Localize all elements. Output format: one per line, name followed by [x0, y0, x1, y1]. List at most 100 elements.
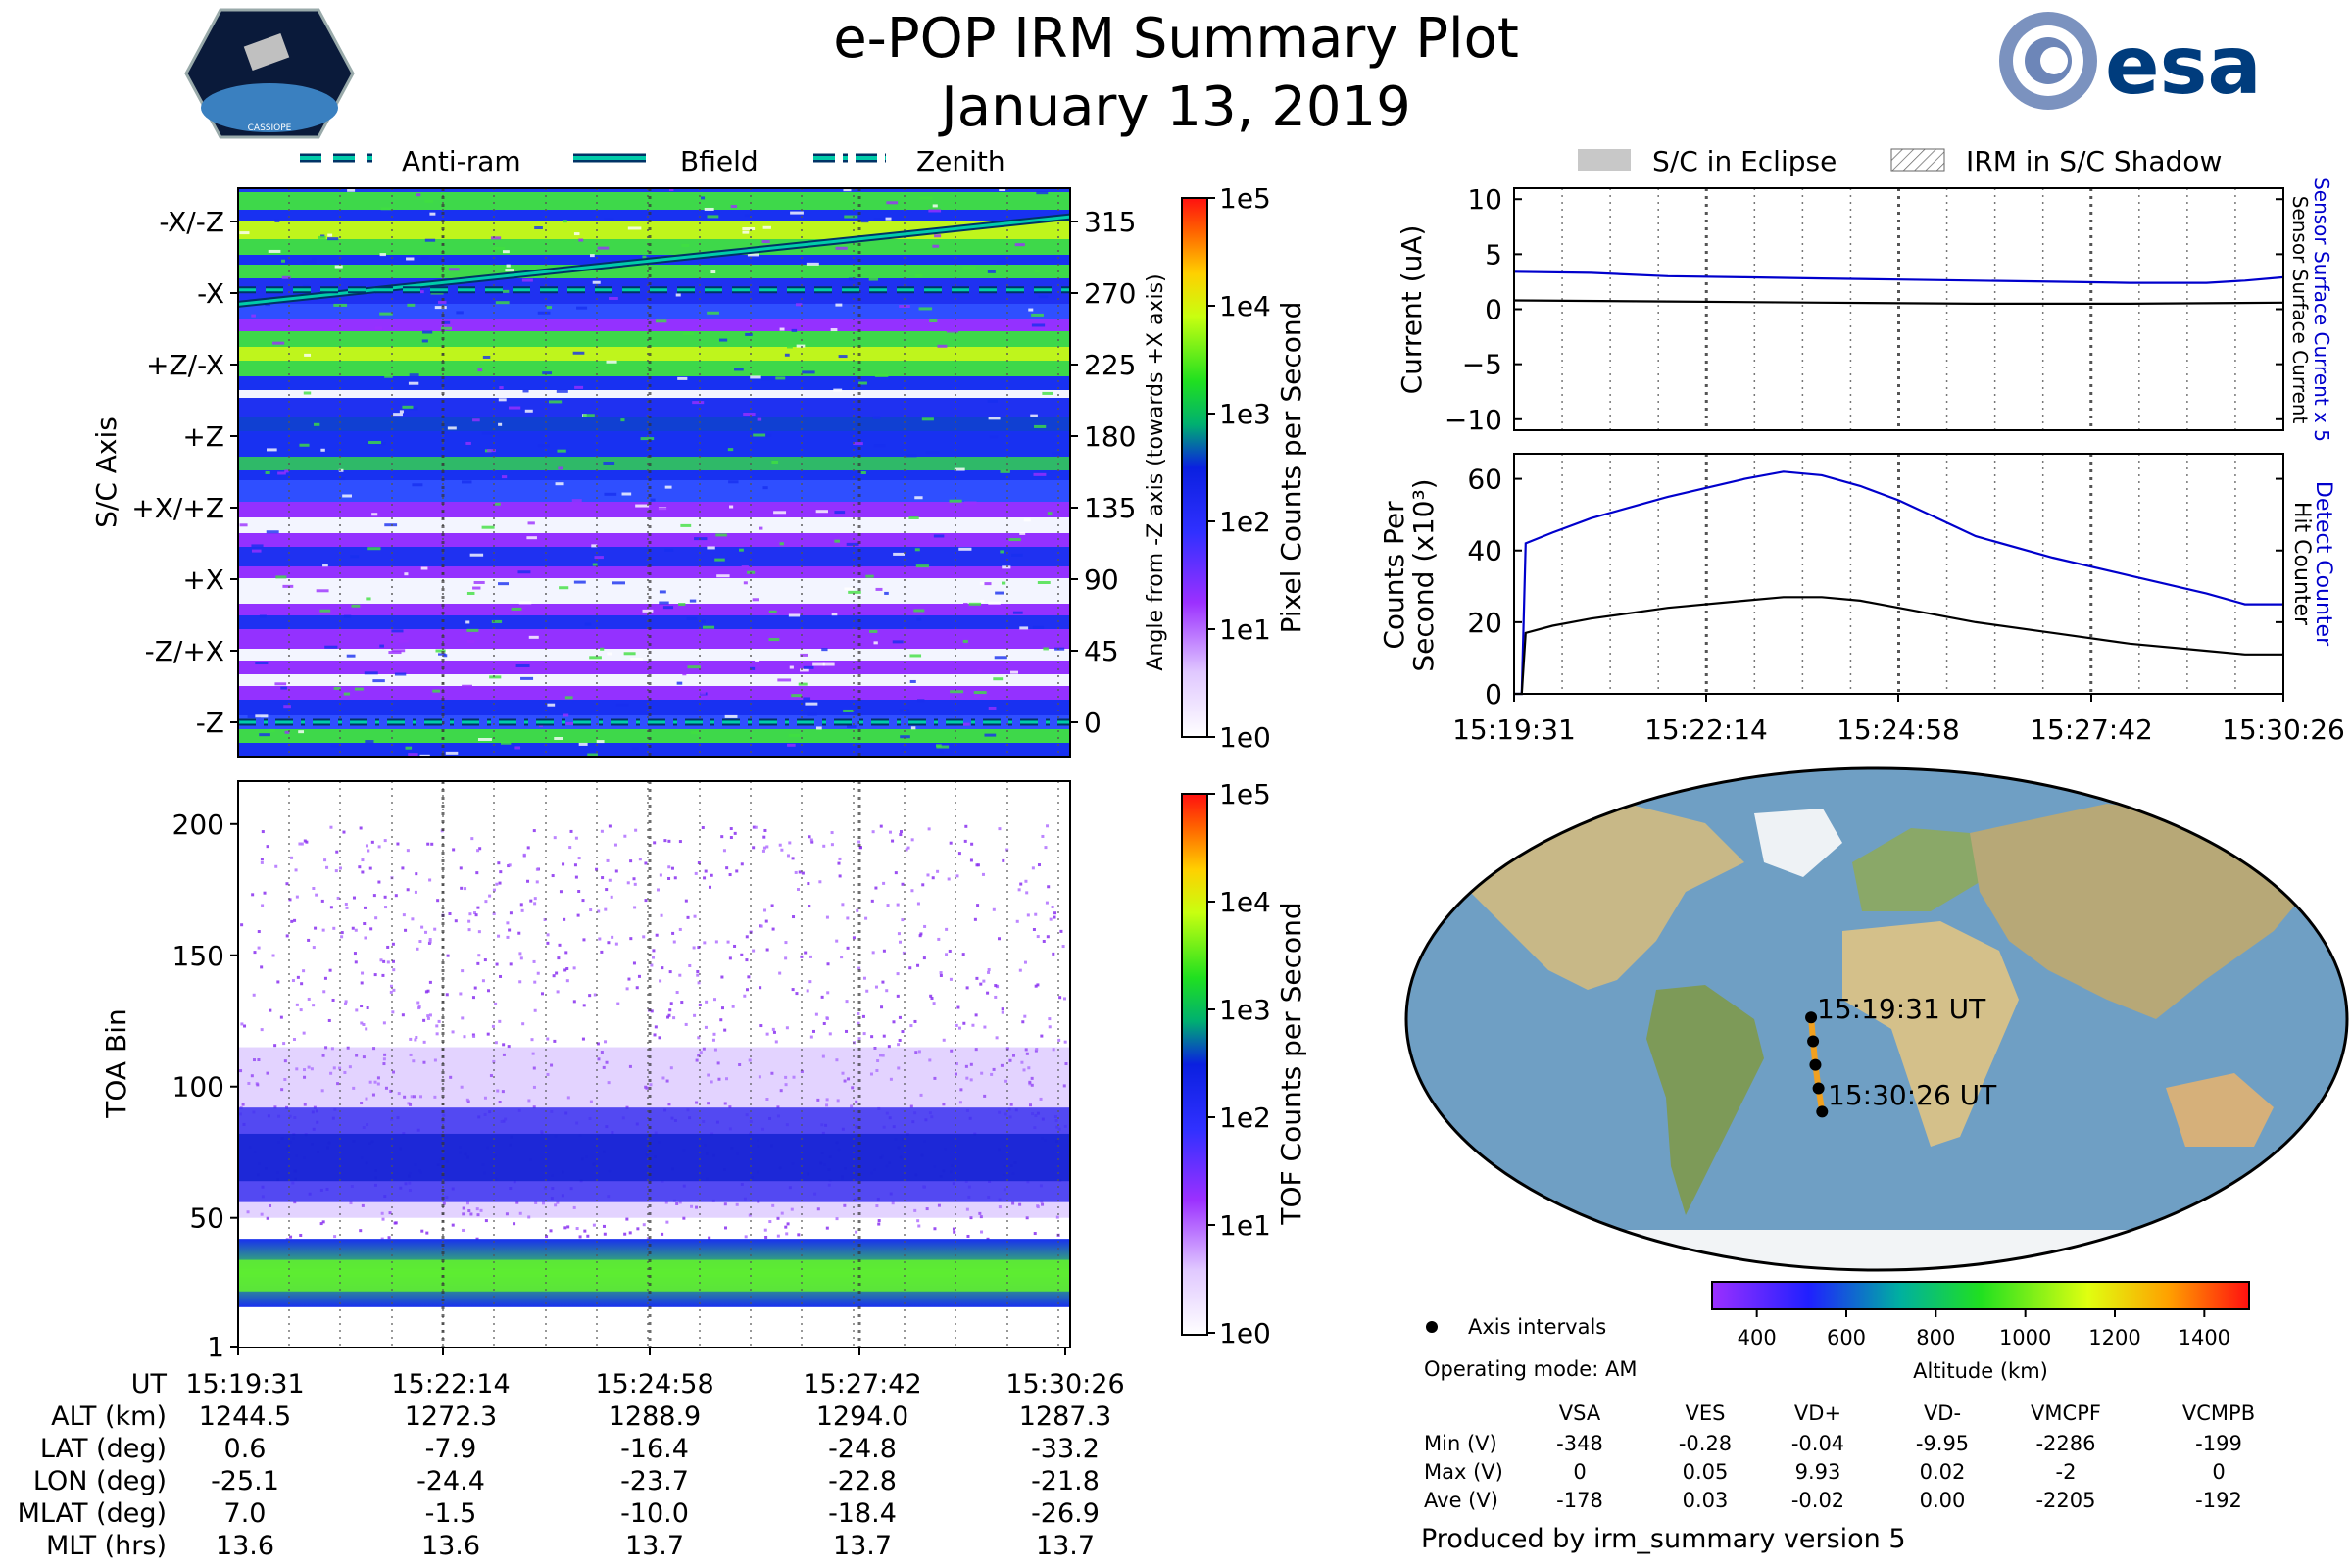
- toa-y-tick: 150: [172, 940, 224, 972]
- pixel-band: [238, 674, 1070, 686]
- toa-ylabel: TOA Bin: [100, 1008, 132, 1118]
- ephemeris-cell: 15:27:42: [803, 1369, 921, 1399]
- ephemeris-row-label: MLAT (deg): [18, 1498, 167, 1529]
- y-tick-label: 0: [1485, 294, 1502, 326]
- ephemeris-cell: 15:24:58: [595, 1369, 713, 1399]
- voltage-row-label: Ave (V): [1424, 1489, 1498, 1512]
- y-tick-label: −10: [1445, 404, 1502, 436]
- voltage-cell: 0.03: [1683, 1489, 1729, 1512]
- voltage-col-header: VD-: [1924, 1401, 1961, 1425]
- voltage-cell: 0: [1573, 1460, 1586, 1484]
- pixel-angle-tick: 90: [1084, 564, 1119, 596]
- pixel-band: [238, 319, 1070, 331]
- footer-text: Produced by irm_summary version 5: [1421, 1524, 1906, 1554]
- pixel-ylabel: S/C Axis: [90, 416, 122, 528]
- ephemeris-cell: 1287.3: [1019, 1401, 1111, 1432]
- pixel-band: [238, 398, 1070, 417]
- voltage-col-header: VD+: [1794, 1401, 1841, 1425]
- counts-right-label-black: Hit Counter: [2289, 502, 2314, 626]
- pixel-band: [238, 470, 1070, 480]
- voltage-cell: -178: [1556, 1489, 1603, 1512]
- toa-y-tick: 50: [189, 1202, 224, 1235]
- pixel-axis-label: +X/+Z: [131, 492, 224, 524]
- time-tick-label: 15:19:31: [1452, 713, 1576, 746]
- voltage-row-label: Min (V): [1424, 1432, 1497, 1455]
- toa-y-tick: 1: [207, 1331, 224, 1363]
- pixel-axis-label: -X/-Z: [159, 206, 224, 238]
- toa-colorbar-tick: 1e5: [1219, 778, 1271, 810]
- pixel-band: [238, 533, 1070, 547]
- cassiope-logo-text: CASSIOPE: [248, 123, 292, 133]
- page-title: e-POP IRM Summary Plot: [833, 7, 1519, 71]
- eclipse-swatch: [1578, 149, 1631, 171]
- altitude-tick: 600: [1827, 1326, 1866, 1349]
- ephemeris-cell: -22.8: [828, 1466, 897, 1496]
- pixel-band: [238, 547, 1070, 566]
- pixel-plot-frame: [237, 187, 1071, 758]
- pixel-band: [238, 743, 1070, 757]
- counts-panel: 60 40 20 0 Counts Per Second (x10³) Detect …: [1378, 453, 2345, 746]
- pixel-band: [238, 649, 1070, 661]
- operating-mode: Operating mode: AM: [1424, 1357, 1637, 1381]
- ephemeris-cell: 1244.5: [199, 1401, 291, 1432]
- pixel-angle-tick: 225: [1084, 349, 1136, 381]
- altitude-tick: 400: [1738, 1326, 1777, 1349]
- pixel-angle-tick: 135: [1084, 492, 1136, 524]
- pixel-band: [238, 686, 1070, 700]
- pixel-band: [238, 239, 1070, 255]
- track-end-label: 15:30:26 UT: [1828, 1079, 1997, 1111]
- pixel-axis-label: +Z: [182, 420, 224, 453]
- pixel-band: [238, 210, 1070, 221]
- map-border: [1404, 766, 2349, 1272]
- track-point: [1805, 1011, 1818, 1024]
- ephemeris-cell: -18.4: [828, 1498, 897, 1529]
- pixel-colorbar-tick: 1e1: [1219, 613, 1271, 646]
- ephemeris-row-label: MLT (hrs): [46, 1531, 167, 1561]
- pixel-axis-label: -Z/+X: [145, 635, 224, 667]
- track-point: [1812, 1082, 1825, 1095]
- esa-logo: esa: [1999, 12, 2262, 113]
- ephemeris-cell: -23.7: [620, 1466, 689, 1496]
- esa-logo-text: esa: [2105, 20, 2262, 113]
- voltage-cell: 0.00: [1920, 1489, 1966, 1512]
- pixel-colorbar: [1181, 197, 1208, 738]
- toa-colorbar-tick: 1e4: [1219, 886, 1271, 918]
- voltage-cell: 0.05: [1683, 1460, 1729, 1484]
- voltage-cell: -2: [2056, 1460, 2077, 1484]
- y-tick-label: 10: [1467, 183, 1502, 216]
- y-tick-label: 5: [1485, 238, 1502, 270]
- ephemeris-cell: -33.2: [1031, 1434, 1100, 1464]
- land-australia: [2166, 1073, 2274, 1147]
- voltage-cell: -199: [2195, 1432, 2242, 1455]
- y-tick-label: −5: [1462, 349, 1502, 381]
- voltage-cell: -192: [2195, 1489, 2242, 1512]
- altitude-colorbar-label: Altitude (km): [1913, 1359, 2048, 1383]
- ephemeris-cell: -1.5: [425, 1498, 477, 1529]
- page-date: January 13, 2019: [938, 75, 1410, 139]
- legend-antiram: Anti-ram: [402, 145, 521, 177]
- legend-eclipse: S/C in Eclipse: [1652, 145, 1837, 177]
- ephemeris-row-label: ALT (km): [51, 1401, 167, 1432]
- pixel-colorbar-tick: 1e0: [1219, 721, 1271, 754]
- pixel-angle-tick: 180: [1084, 420, 1136, 453]
- altitude-colorbar-bar: [1711, 1281, 2250, 1310]
- track-point: [1816, 1105, 1829, 1118]
- pixel-axis-label: -X: [197, 277, 224, 310]
- pixel-spectrogram-panel: -X/-Z -X +Z/-X +Z +X/+Z +X -Z/+X -Z 315 270 225 18…: [90, 182, 1307, 758]
- pixel-band: [238, 566, 1070, 578]
- y-tick-label: 60: [1467, 464, 1502, 496]
- voltage-cell: 0: [2212, 1460, 2225, 1484]
- ephemeris-cell: 13.7: [833, 1531, 892, 1561]
- track-point: [1807, 1035, 1820, 1048]
- toa-y-tick: 100: [172, 1071, 224, 1103]
- series-sensor-surface-current: [1513, 299, 2284, 305]
- ephemeris-cell: -7.9: [425, 1434, 477, 1464]
- shadow-legend: S/C in Eclipse IRM in S/C Shadow: [1578, 145, 2222, 177]
- toa-colorbar: [1181, 793, 1208, 1336]
- current-panel: 10 5 0 −5 −10 Current (uA) Sensor Surface Cu…: [1396, 177, 2333, 442]
- series-hit-counter: [1514, 596, 2283, 696]
- pixel-band: [238, 221, 1070, 239]
- ephemeris-row-label: LAT (deg): [40, 1434, 167, 1464]
- pixel-band: [238, 480, 1070, 502]
- toa-colorbar-tick: 1e0: [1219, 1317, 1271, 1349]
